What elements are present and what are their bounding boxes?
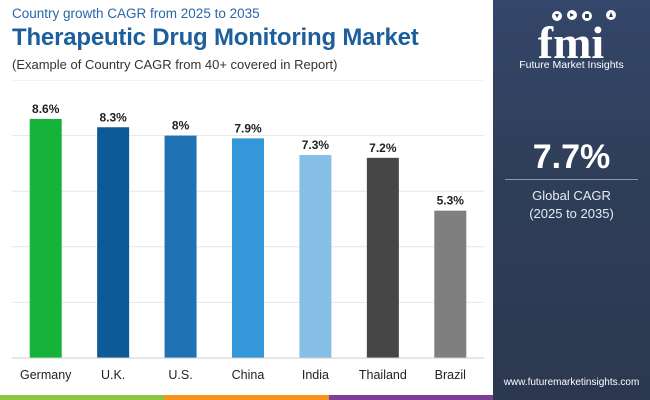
data-label: 8.3% <box>99 110 127 124</box>
bar-uk <box>97 127 130 358</box>
website-link[interactable]: www.futuremarketinsights.com <box>503 377 640 388</box>
data-label: 5.3% <box>437 194 465 208</box>
data-label: 7.3% <box>302 138 330 152</box>
x-tick-label: U.K. <box>101 368 125 382</box>
x-tick-label: U.S. <box>168 368 192 382</box>
data-label: 7.2% <box>369 141 397 155</box>
bar-chart: 8.6% Germany 8.3% U.K. 8% U.S. 7.9% China 7.3% In… <box>12 80 484 382</box>
x-tick-label: India <box>302 368 329 382</box>
panel-background <box>493 0 650 400</box>
global-cagr-label: Global CAGR <box>532 188 611 203</box>
bar-germany <box>29 118 62 358</box>
chart-note: (Example of Country CAGR from 40+ covere… <box>12 57 338 72</box>
x-tick-label: Thailand <box>359 368 407 382</box>
cagr-divider <box>505 179 638 180</box>
bottom-color-strip <box>0 395 493 400</box>
strip-segment-orange <box>164 395 329 400</box>
logo-text: fmi <box>538 17 605 68</box>
bar-brazil <box>434 210 467 358</box>
bar-thailand <box>366 157 399 358</box>
x-tick-label: China <box>232 368 265 382</box>
summary-panel: fmi Future Market Insights 7.7% Global C… <box>493 0 650 400</box>
x-tick-label: Germany <box>20 368 72 382</box>
data-label: 8.6% <box>32 102 60 116</box>
chart-title: Therapeutic Drug Monitoring Market <box>12 24 419 51</box>
data-label: 8% <box>172 119 190 133</box>
global-cagr-value: 7.7% <box>532 138 611 176</box>
bar-china <box>232 138 264 358</box>
brand-name: Future Market Insights <box>519 59 624 71</box>
strip-segment-green <box>0 395 165 400</box>
bar-us <box>164 135 197 358</box>
strip-segment-purple <box>328 395 493 400</box>
chart-subtitle: Country growth CAGR from 2025 to 2035 <box>12 6 260 21</box>
fmi-logo-icon: fmi <box>538 10 616 68</box>
x-tick-label: Brazil <box>435 368 466 382</box>
global-cagr-period: (2025 to 2035) <box>529 206 614 221</box>
data-label: 7.9% <box>234 121 262 135</box>
bar-india <box>299 155 332 358</box>
